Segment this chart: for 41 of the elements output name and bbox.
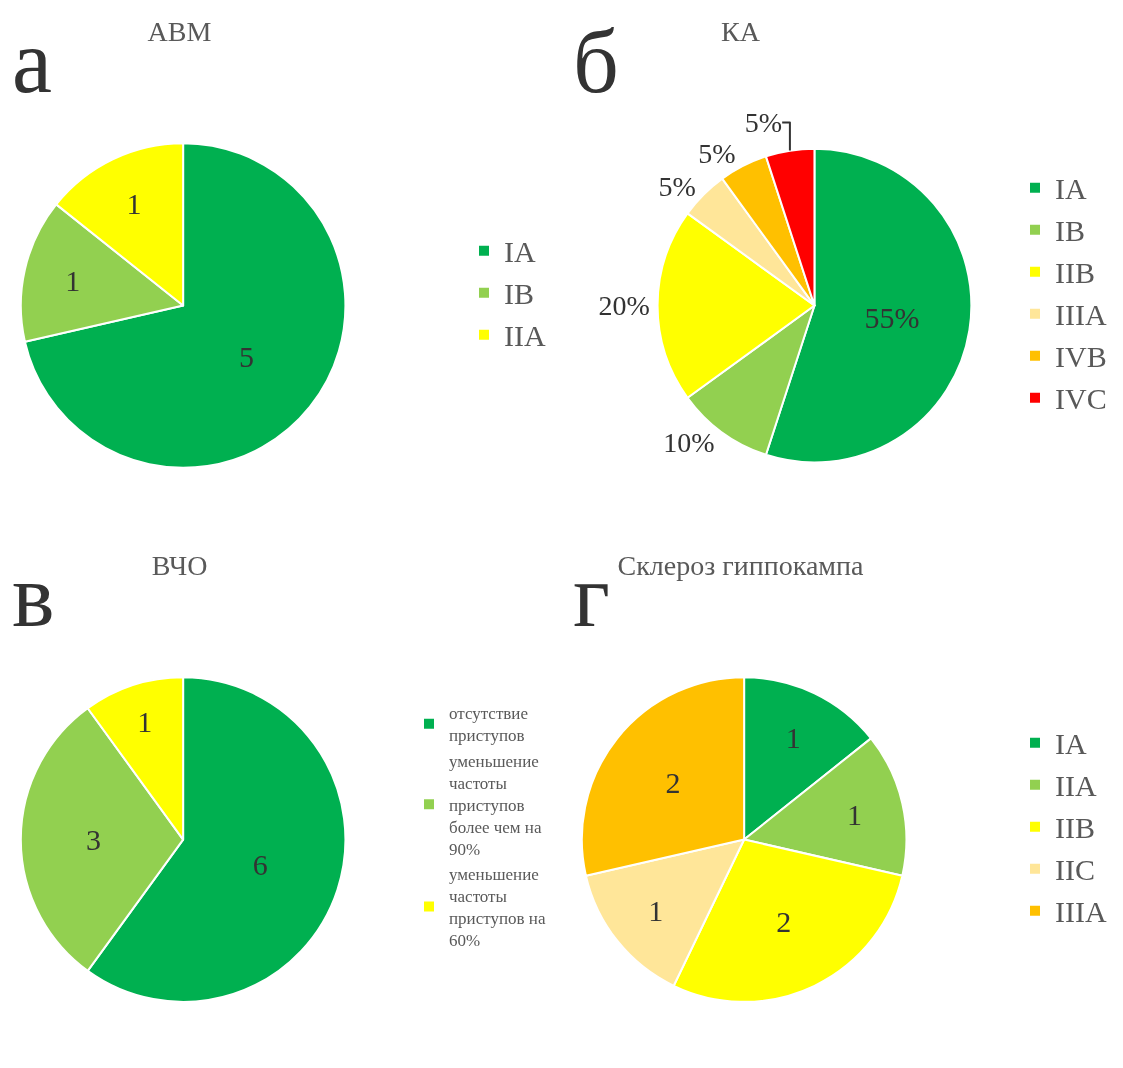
pie-slice	[23, 142, 347, 469]
legend-label: IIIA	[1055, 895, 1107, 929]
data-label: 5%	[658, 171, 696, 203]
chart-title: КА	[721, 15, 761, 47]
legend-label: IA	[1055, 172, 1087, 206]
text: а	[12, 12, 52, 111]
data-label: 1	[65, 263, 81, 297]
text: б	[573, 12, 619, 111]
text: в	[12, 546, 55, 645]
data-label: 1	[126, 187, 142, 221]
text: г	[573, 546, 610, 645]
data-label: 2	[665, 766, 681, 800]
data-label: 20%	[598, 290, 650, 322]
data-label: 55%	[864, 301, 920, 335]
data-label: 1	[648, 893, 664, 927]
legend-label: уменьшение частоты приступов на 60%	[449, 865, 546, 951]
data-label: 10%	[663, 427, 715, 459]
chart-title: Склероз гиппокампа	[617, 549, 865, 581]
legend-label: IIA	[1055, 769, 1097, 803]
legend-label: IB	[1055, 214, 1085, 248]
data-label: 5	[239, 339, 255, 373]
legend-label: IVC	[1055, 382, 1107, 416]
legend-label: IVB	[1055, 340, 1107, 374]
legend-label: IIB	[1055, 256, 1095, 290]
legend-label: IIC	[1055, 853, 1095, 887]
legend-label: IB	[504, 277, 534, 311]
data-label: 3	[85, 823, 101, 857]
legend-label: IIA	[504, 319, 546, 353]
legend-label: IA	[1055, 727, 1087, 761]
data-label: 5%	[698, 137, 736, 169]
data-label: 1	[846, 797, 862, 831]
data-label: 1	[785, 721, 801, 755]
legend-label: IIIA	[1055, 298, 1107, 332]
data-label: 1	[137, 705, 153, 739]
chart-title: АВМ	[147, 15, 212, 47]
legend-label: IIB	[1055, 811, 1095, 845]
data-label: 6	[252, 848, 268, 882]
data-label: 2	[776, 905, 792, 939]
legend-label: IA	[504, 235, 536, 269]
data-label: 5%	[744, 106, 783, 138]
chart-title: ВЧО	[151, 549, 208, 581]
